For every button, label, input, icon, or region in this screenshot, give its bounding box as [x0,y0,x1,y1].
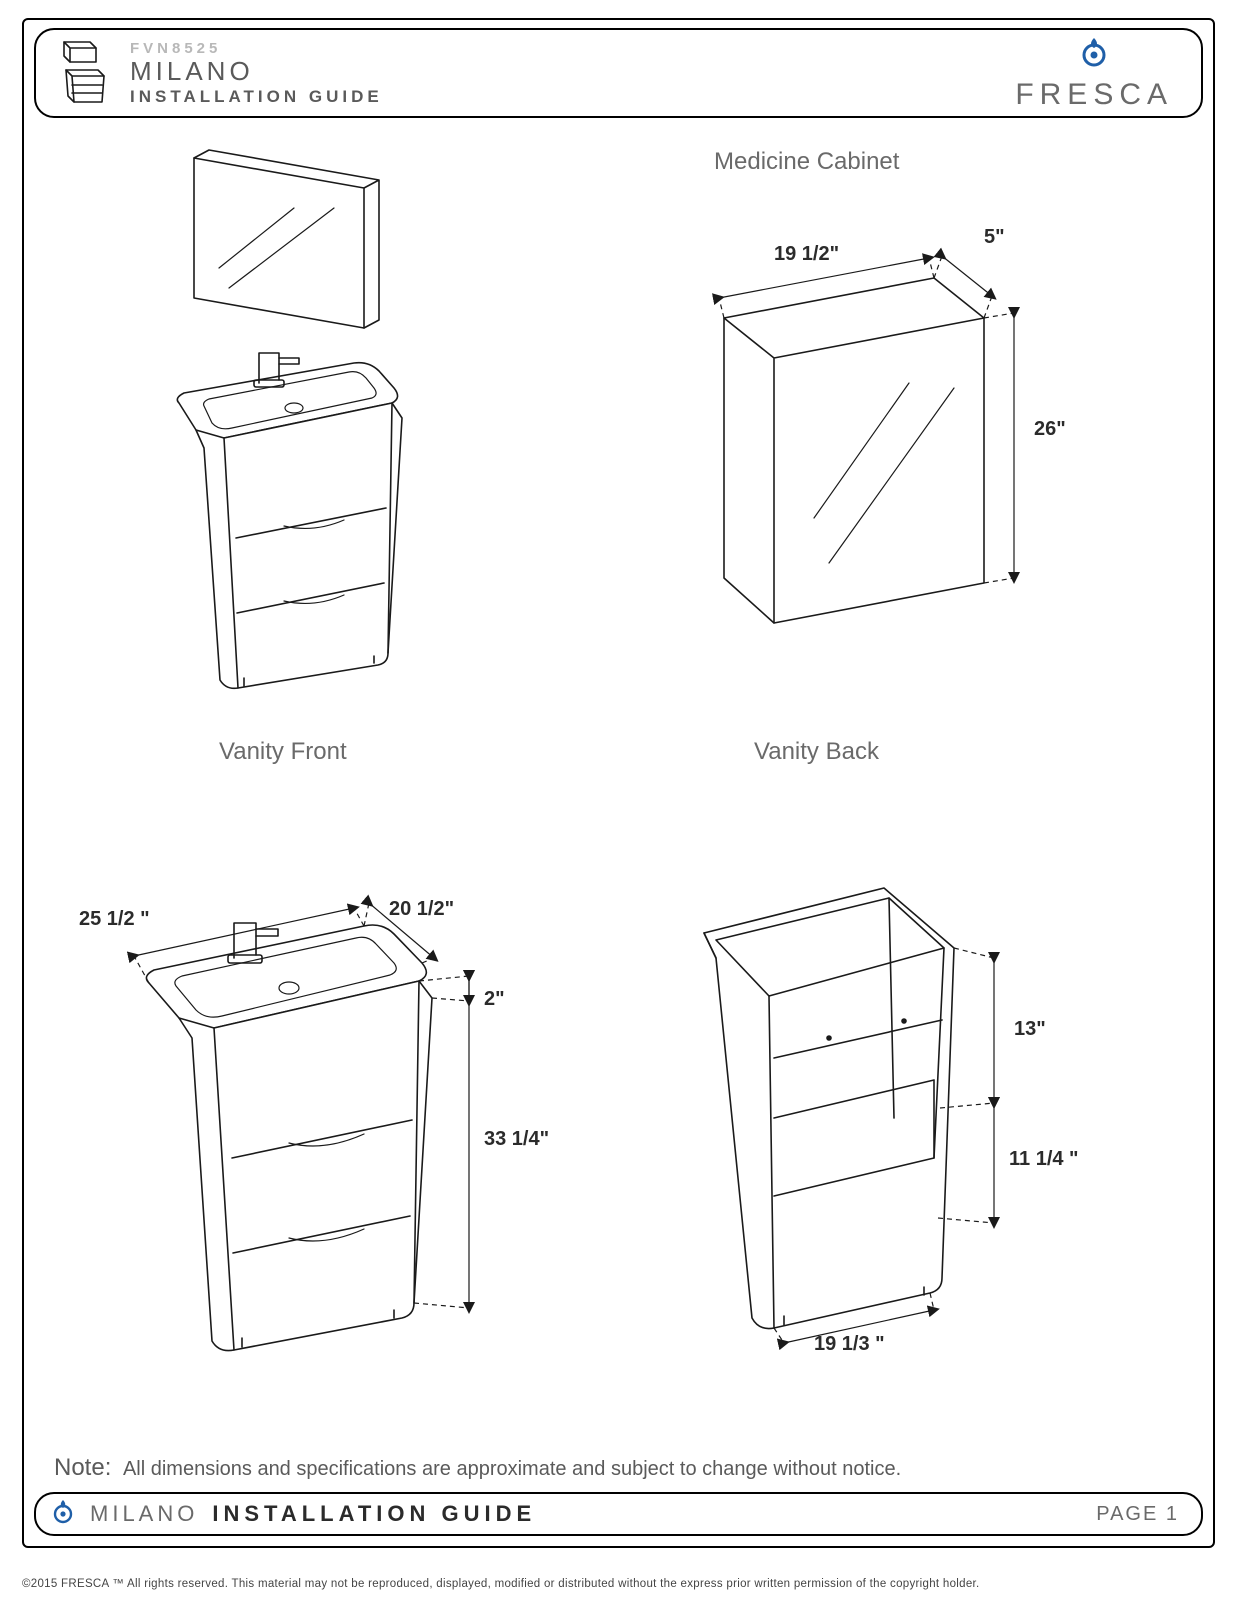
note-row: Note: All dimensions and specifications … [54,1454,1183,1482]
footer-guide: INSTALLATION GUIDE [212,1501,536,1527]
dim-cabinet-width: 19 1/2" [774,243,839,266]
footer-product: MILANO [90,1501,198,1527]
header-box: FVN8525 MILANO INSTALLATION GUIDE FRESCA [34,28,1203,118]
dim-back-bottom: 19 1/3 " [814,1333,885,1356]
brand-logo-icon [1077,56,1111,73]
brand-name: FRESCA [1015,78,1173,112]
dim-vanity-depth: 20 1/2" [389,898,454,921]
dim-vanity-height: 33 1/4" [484,1128,549,1151]
diagram-area: Medicine Cabinet [34,118,1203,1438]
header-left: FVN8525 MILANO INSTALLATION GUIDE [56,40,383,107]
dim-sink-lip: 2" [484,988,505,1011]
iso-product-drawing [134,148,454,688]
dim-cabinet-depth: 5" [984,226,1005,249]
vanity-front-label: Vanity Front [219,738,347,766]
sku-code: FVN8525 [130,40,383,57]
dim-cabinet-height: 26" [1034,418,1066,441]
header-titles: FVN8525 MILANO INSTALLATION GUIDE [130,40,383,107]
brand-block: FRESCA [1015,35,1173,112]
vanity-back-drawing [634,818,1114,1358]
copyright-line: ©2015 FRESCA ™ All rights reserved. This… [22,1578,1215,1590]
dim-back-upper: 13" [1014,1018,1046,1041]
medicine-cabinet-label: Medicine Cabinet [714,148,899,176]
vanity-back-label: Vanity Back [754,738,879,766]
page-number: PAGE 1 [1096,1503,1179,1526]
vanity-front-drawing [64,798,564,1358]
footer-bar: MILANO INSTALLATION GUIDE PAGE 1 [34,1492,1203,1536]
dim-back-lower: 11 1/4 " [1009,1148,1079,1171]
note-label: Note: [54,1454,111,1481]
product-name: MILANO [130,57,383,87]
product-thumbnail-icon [56,40,112,106]
dim-vanity-width: 25 1/2 " [79,908,150,931]
note-text: All dimensions and specifications are ap… [123,1458,901,1480]
document-type: INSTALLATION GUIDE [130,87,383,107]
medicine-cabinet-drawing [664,208,1084,628]
footer-logo-icon [50,1499,76,1530]
